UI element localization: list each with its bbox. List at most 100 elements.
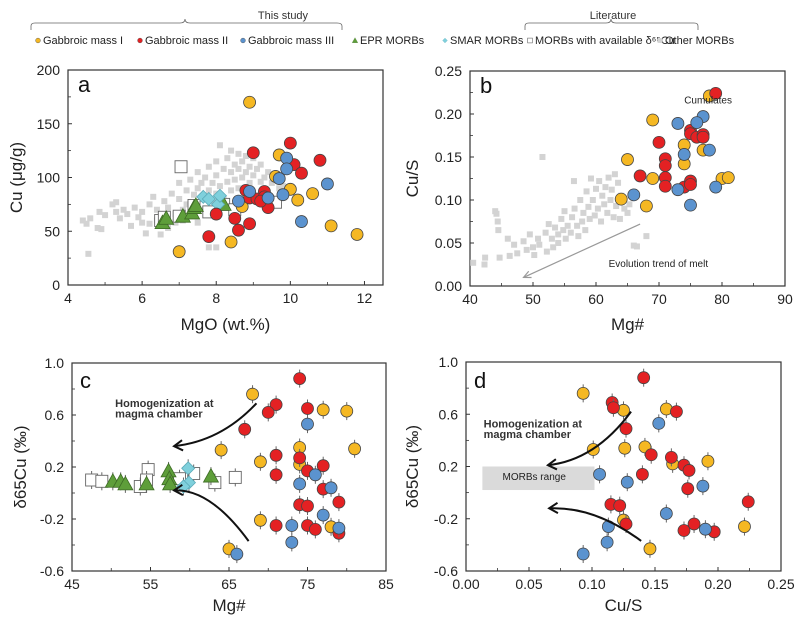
data-point	[79, 217, 86, 224]
x-axis-title: Mg#	[212, 596, 246, 615]
data-point	[250, 172, 257, 179]
y-axis-title: Cu (μg/g)	[7, 142, 26, 213]
data-point	[138, 475, 155, 491]
x-tick-label: 0.05	[515, 576, 542, 592]
data-point	[146, 220, 153, 227]
data-point	[96, 208, 103, 215]
data-point	[209, 207, 223, 221]
data-point	[316, 403, 330, 417]
legend-group-literature: Literature	[590, 10, 636, 22]
data-point	[646, 113, 660, 127]
legend-marker-triangle	[351, 37, 359, 43]
data-point	[280, 151, 294, 165]
data-point	[610, 214, 617, 221]
data-point	[228, 187, 235, 194]
data-point	[235, 150, 242, 157]
data-point	[205, 163, 212, 170]
data-point	[583, 188, 590, 195]
data-point	[690, 116, 704, 129]
data-point	[301, 402, 314, 415]
data-point	[332, 495, 346, 509]
data-point	[213, 172, 220, 179]
legend-label: EPR MORBs	[360, 35, 425, 47]
data-point	[608, 186, 615, 193]
data-point	[176, 179, 183, 186]
data-point	[280, 162, 294, 176]
legend-marker-open-square	[527, 37, 533, 44]
data-point	[269, 519, 283, 532]
data-point	[176, 196, 183, 202]
data-point	[313, 153, 327, 167]
panel-a: 4 6 8 10 12 0 50 100 150 200 MgO (wt.%) Cu (μg/g) a	[7, 62, 384, 334]
data-point	[593, 185, 599, 192]
data-point	[235, 165, 242, 172]
data-point	[536, 241, 543, 248]
x-tick-label: 60	[588, 291, 604, 307]
data-point	[619, 422, 633, 436]
data-point	[350, 228, 364, 241]
data-point	[194, 219, 201, 226]
x-tick-label: 45	[64, 576, 80, 592]
data-point	[212, 188, 228, 203]
data-point	[677, 148, 691, 161]
x-tick-label: 0.25	[767, 576, 794, 592]
data-point	[276, 188, 290, 202]
data-point	[265, 169, 272, 176]
data-point	[514, 250, 521, 257]
data-point	[585, 203, 592, 210]
data-point	[276, 185, 283, 192]
x-tick-label: 12	[357, 290, 373, 306]
legend-bracket-literature	[524, 18, 699, 30]
data-point	[230, 547, 244, 561]
data-point	[699, 522, 712, 536]
homogenization-arrowhead	[172, 439, 184, 452]
data-point	[703, 143, 716, 157]
y-tick-label: 100	[37, 170, 61, 186]
data-point	[231, 161, 238, 168]
data-point	[283, 136, 297, 150]
x-tick-label: 0.00	[452, 576, 479, 592]
data-point	[98, 226, 105, 233]
panel-d: 0.00 0.05 0.10 0.15 0.20 0.25 -0.6 -0.2 0.2 0.6 1.…	[403, 354, 795, 615]
data-point	[243, 185, 256, 198]
data-point	[658, 179, 672, 193]
data-point	[643, 542, 657, 556]
annotation-text: magma chamber	[484, 429, 572, 441]
data-point	[228, 147, 235, 154]
data-point	[109, 201, 116, 208]
data-point	[614, 192, 628, 206]
data-point	[232, 194, 245, 208]
data-point	[172, 245, 186, 259]
legend-entry: EPR MORBs	[351, 35, 425, 47]
x-axis-title: MgO (wt.%)	[181, 315, 271, 334]
legend-entry: Other MORBs	[657, 35, 735, 47]
data-point	[254, 165, 260, 172]
x-tick-label: 6	[138, 290, 146, 306]
x-tick-label: 80	[714, 291, 730, 307]
data-point	[285, 536, 299, 549]
series-mass2	[633, 86, 723, 194]
data-point	[316, 459, 330, 473]
data-point	[594, 205, 601, 212]
data-point	[228, 470, 242, 484]
data-point	[83, 220, 90, 227]
annotation-text: Evolution trend of melt	[609, 259, 709, 270]
legend-entry: Gabbroic mass II	[137, 35, 228, 47]
data-point	[120, 206, 127, 213]
data-point	[202, 467, 220, 483]
series-mass3	[627, 110, 723, 212]
data-point	[659, 507, 673, 520]
data-point	[558, 215, 565, 222]
data-point	[646, 172, 660, 185]
legend-marker-diamond	[442, 37, 448, 44]
data-point	[279, 183, 286, 190]
y-tick-label: 0.6	[439, 406, 459, 422]
data-point	[158, 210, 175, 225]
x-tick-label: 55	[143, 576, 159, 592]
homogenization-arrow	[547, 411, 632, 467]
data-point	[228, 169, 235, 176]
data-point	[157, 231, 164, 238]
panel-letter: d	[474, 368, 486, 393]
y-axis-title: Cu/S	[403, 160, 422, 198]
data-point	[253, 455, 267, 469]
